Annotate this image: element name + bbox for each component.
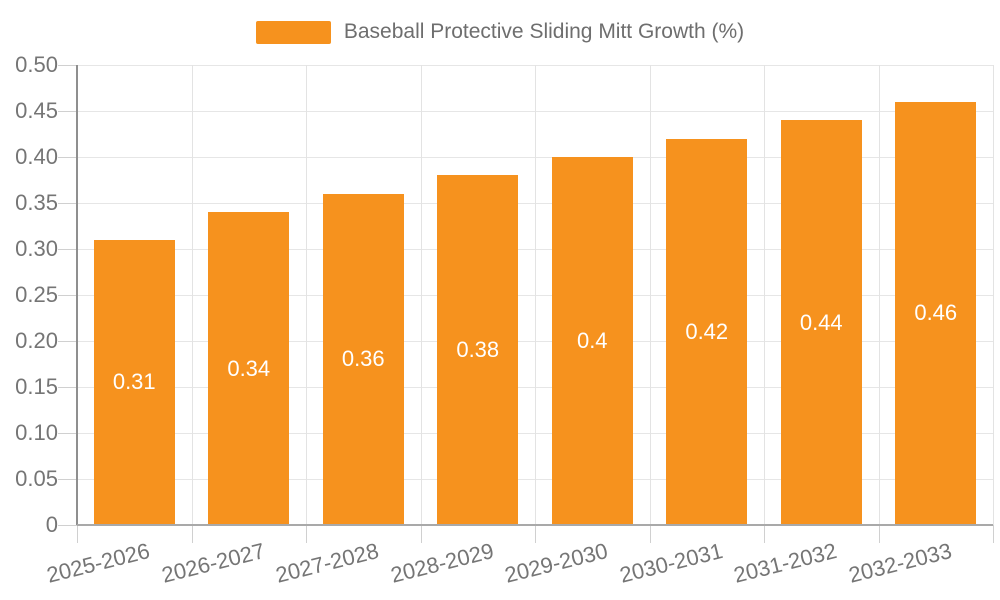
y-axis-tick-label: 0.10 xyxy=(15,420,58,445)
y-axis-tick xyxy=(58,249,77,250)
y-axis-tick-label: 0.25 xyxy=(15,282,58,307)
y-axis-tick xyxy=(58,479,77,480)
y-axis-tick xyxy=(58,111,77,112)
bar-2031-2032[interactable] xyxy=(780,120,862,525)
y-axis-tick-label: 0.50 xyxy=(15,52,58,77)
y-axis-tick xyxy=(58,203,77,204)
legend[interactable]: Baseball Protective Sliding Mitt Growth … xyxy=(0,20,1000,44)
y-axis-tick xyxy=(58,157,77,158)
x-axis-tick xyxy=(764,525,765,543)
x-axis-tick xyxy=(878,525,880,543)
bar-2027-2028[interactable] xyxy=(322,193,404,525)
bar-value-label: 0.31 xyxy=(112,369,156,395)
y-axis-tick-label: 0.15 xyxy=(15,374,58,399)
y-axis-tick xyxy=(58,65,77,66)
bar-2025-2026[interactable] xyxy=(93,239,175,525)
y-axis-tick-label: 0 xyxy=(45,512,58,537)
bar-2029-2030[interactable] xyxy=(551,157,633,525)
x-axis-tick-label: 2029-2030 xyxy=(502,538,611,588)
x-axis-tick-label: 2031-2032 xyxy=(731,538,840,588)
bar-value-label: 0.36 xyxy=(341,346,385,372)
x-axis-tick xyxy=(306,525,307,543)
x-gridline xyxy=(878,65,880,525)
x-gridline xyxy=(993,65,994,525)
x-gridline xyxy=(306,65,307,525)
x-axis-tick xyxy=(191,525,193,543)
bar-2030-2031[interactable] xyxy=(666,138,748,525)
legend-label: Baseball Protective Sliding Mitt Growth … xyxy=(343,20,745,43)
y-axis-tick xyxy=(58,525,77,526)
bar-value-label: 0.34 xyxy=(227,355,271,381)
x-axis-tick-label: 2030-2031 xyxy=(616,538,725,588)
y-axis-tick xyxy=(58,387,77,388)
x-axis-tick-label: 2032-2033 xyxy=(845,538,954,588)
x-axis-tick-label: 2027-2028 xyxy=(273,538,382,588)
bar-2026-2027[interactable] xyxy=(208,212,290,525)
bar-value-label: 0.42 xyxy=(685,318,729,344)
bar-value-label: 0.4 xyxy=(576,328,608,353)
y-axis-tick-label: 0.30 xyxy=(15,236,58,261)
y-axis-tick-label: 0.05 xyxy=(15,466,58,491)
y-axis-tick-label: 0.20 xyxy=(15,328,58,353)
bar-2032-2033[interactable] xyxy=(895,101,977,525)
y-axis-tick-label: 0.35 xyxy=(15,190,58,215)
x-gridline xyxy=(535,65,536,525)
bar-2028-2029[interactable] xyxy=(437,175,519,525)
x-axis-tick xyxy=(993,525,994,543)
y-axis-tick xyxy=(58,433,77,434)
x-gridline xyxy=(420,65,422,525)
x-axis-tick-label: 2028-2029 xyxy=(387,538,496,588)
x-axis-tick xyxy=(535,525,536,543)
y-axis-tick xyxy=(58,341,77,342)
x-axis-tick xyxy=(420,525,422,543)
bar-value-label: 0.38 xyxy=(456,337,500,363)
legend-swatch xyxy=(255,20,331,44)
x-gridline xyxy=(649,65,651,525)
x-axis-tick-label: 2025-2026 xyxy=(44,538,153,588)
y-axis-line xyxy=(76,65,78,525)
bar-value-label: 0.46 xyxy=(914,300,958,326)
x-axis-line xyxy=(77,524,993,526)
x-axis-tick xyxy=(649,525,651,543)
y-axis-tick xyxy=(58,295,77,296)
y-axis-tick-label: 0.40 xyxy=(15,144,58,169)
x-axis-tick xyxy=(77,525,78,543)
bar-value-label: 0.44 xyxy=(799,309,843,335)
x-axis-tick-label: 2026-2027 xyxy=(158,538,267,588)
x-gridline xyxy=(764,65,765,525)
y-axis-tick-label: 0.45 xyxy=(15,98,58,123)
x-gridline xyxy=(191,65,193,525)
